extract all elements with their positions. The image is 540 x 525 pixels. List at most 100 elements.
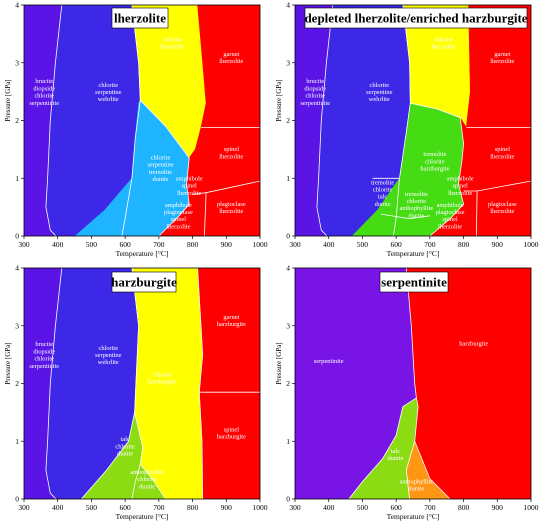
plot-area: brucitediopsidechloriteserpentinitechlor… [295,5,531,236]
field-label: tremolite [423,151,446,158]
x-tick-label: 900 [492,240,504,249]
field-label: talc [378,194,387,201]
x-tick-label: 900 [221,503,233,512]
field-label: dunite [408,486,424,493]
x-tick-label: 400 [52,503,64,512]
field-label: chlorite [99,82,119,89]
phase-boundary [139,464,166,499]
y-tick-label: 3 [286,321,290,330]
field-label: plagioclase [488,201,517,208]
y-tick-label: 4 [15,264,19,273]
x-tick-label: 600 [120,503,132,512]
field-garnet-lherzolite [197,5,260,128]
field-label: chlorite [425,158,445,165]
phase-boundary [348,397,417,499]
field-label: harzburgite [420,166,449,173]
field-label: plagioclase [436,209,465,216]
panel-title-box [379,271,449,293]
x-tick-label: 500 [357,240,369,249]
x-tick-label: 400 [52,240,64,249]
field-label: amphibole [176,175,203,182]
field-label: chlorite [151,154,171,161]
x-tick-label: 600 [391,240,403,249]
y-axis-label: Pressure [GPa] [4,342,12,384]
field-label: brucite [35,341,53,348]
field-label: garnet [223,51,239,58]
panel-title-box [304,7,528,29]
y-tick-label: 1 [286,174,290,183]
phase-boundary [45,5,63,236]
phase-boundary [204,192,207,236]
y-tick-label: 3 [15,321,19,330]
field-label: chlorite [34,356,54,363]
y-axis-label: Pressure [GPa] [4,79,12,121]
x-tick-label: 800 [187,503,199,512]
x-tick-label: 800 [458,503,470,512]
x-axis-label: Temperature [°C] [387,249,440,258]
y-tick-label: 1 [15,174,19,183]
field-label: chlorite [34,93,54,100]
panel-title: harzburgite [111,275,177,290]
field-label: wehrlite [98,359,119,366]
field-label: dunite [408,212,424,219]
plot-area: serpentinitetalcduniteanthophyllitedunit… [295,268,531,499]
y-tick-label: 1 [286,437,290,446]
field-label: serpentine [95,352,121,359]
phase-boundary [380,213,430,220]
field-label: chlorite [137,476,157,483]
x-tick-label: 1000 [253,240,268,249]
field-label: diopside [33,85,55,92]
y-axis-label: Pressure [GPa] [275,79,283,121]
x-tick-label: 700 [153,240,165,249]
field-garnet-harzburgite [197,268,260,393]
field-label: serpentinite [29,363,59,370]
x-axis-label: Temperature [°C] [116,512,169,521]
phase-boundary [45,268,63,499]
field-label: plagioclase [164,209,193,216]
field-label: lherzolite [431,44,455,51]
y-tick-label: 2 [286,116,290,125]
panel-title: depleted lherzolite/enriched harzburgite [304,11,527,26]
field-label: anthophyllite [400,205,434,212]
field-label: dunite [153,176,169,183]
field-label: plagioclase [217,201,246,208]
x-tick-label: 500 [86,240,98,249]
x-tick-label: 900 [492,503,504,512]
panel-title-box [111,271,177,293]
field-label: chlorite [434,36,454,43]
y-tick-label: 2 [15,116,19,125]
field-label: harzburgite [217,434,246,441]
y-tick-label: 3 [15,58,19,67]
field-label: brucite [35,78,53,85]
field-label: spinel [453,183,468,190]
phase-boundary [405,441,416,499]
field-label: serpentinite [314,358,344,365]
field-label: tremolite [149,169,172,176]
y-tick-label: 0 [286,232,290,241]
field-label: wehrlite [98,96,119,103]
y-tick-label: 0 [15,232,19,241]
field-label: serpentine [366,89,392,96]
x-tick-label: 800 [187,240,199,249]
field-label: spinel [171,216,186,223]
field-label: chlorite [115,443,135,450]
field-label: lherzolite [166,223,190,230]
x-tick-label: 1000 [253,503,268,512]
field-label: lherzolite [448,190,472,197]
x-axis-label: Temperature [°C] [387,512,440,521]
panel-serpentinite: serpentinitetalcduniteanthophyllitedunit… [275,264,539,521]
field-label: serpentine [95,89,121,96]
field-label: lherzolite [490,153,514,160]
field-label: serpentine [147,162,173,169]
y-tick-label: 4 [286,1,290,10]
x-tick-label: 300 [289,240,301,249]
x-tick-label: 700 [153,503,165,512]
phase-boundary [393,5,411,236]
y-tick-label: 1 [15,437,19,446]
x-tick-label: 700 [424,240,436,249]
y-tick-label: 4 [286,264,290,273]
field-label: chlorite [99,345,119,352]
field-label: lherzolite [490,58,514,65]
field-label: dunite [117,450,133,457]
field-label: chlorite [163,36,183,43]
